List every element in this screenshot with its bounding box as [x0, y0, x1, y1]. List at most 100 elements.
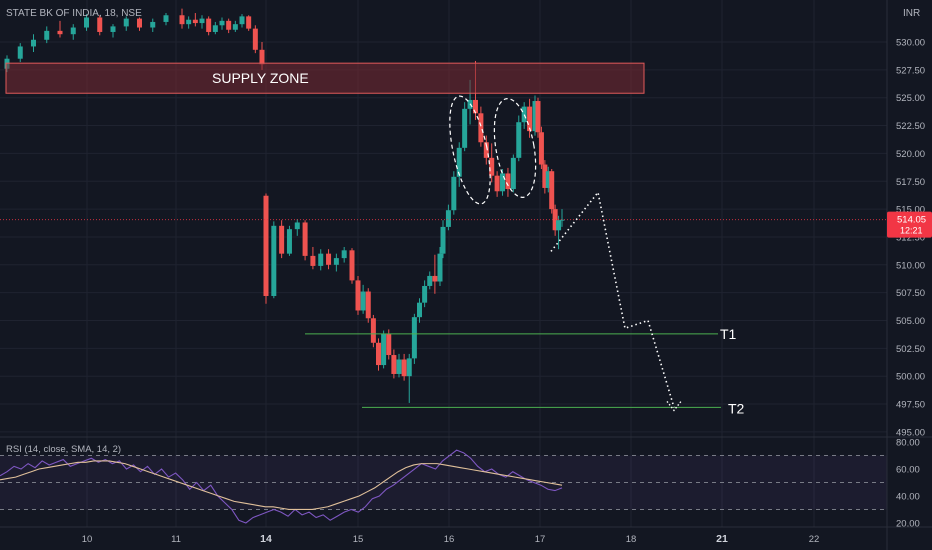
price-tick-label: 527.50 [896, 65, 925, 76]
supply-zone-box [5, 62, 645, 94]
candle-body [437, 253, 443, 282]
candle-body [294, 222, 300, 230]
candle-body [440, 226, 446, 254]
price-tick-label: 525.00 [896, 93, 925, 104]
candle-body [370, 318, 376, 343]
candle-body [411, 317, 417, 359]
rsi-tick-label: 40.00 [896, 491, 920, 502]
candle-body [123, 18, 129, 27]
price-tick-label: 520.00 [896, 149, 925, 160]
last-price-value: 514.05 [897, 215, 926, 226]
candle-body [219, 20, 225, 26]
candle-body [527, 106, 533, 132]
candle-body [494, 175, 500, 192]
candle-body [360, 291, 366, 311]
price-tick-label: 512.50 [896, 232, 925, 243]
candle-body [355, 280, 361, 311]
candle-body [545, 171, 551, 188]
candle-body [212, 25, 218, 32]
candle-body [186, 19, 192, 25]
candle-body [391, 355, 397, 374]
candle-body [239, 16, 245, 25]
candle-body [532, 101, 538, 132]
double-top-ellipse [449, 95, 491, 205]
rsi-tick-label: 80.00 [896, 438, 920, 449]
candle-body [365, 291, 371, 319]
candle-body [44, 30, 50, 40]
candle-body [206, 18, 212, 32]
candle-body [97, 17, 103, 32]
candle-body [386, 333, 392, 356]
candle-body [150, 21, 156, 28]
candle-body [259, 49, 265, 65]
rsi-line [0, 449, 563, 524]
candle-body [326, 253, 332, 265]
rsi-tick-label: 60.00 [896, 465, 920, 476]
time-axis-label: 21 [716, 533, 728, 545]
candle-body [84, 17, 89, 28]
candle-body [427, 275, 433, 286]
candle-body [163, 15, 169, 22]
candle-body [445, 210, 451, 227]
candle-body [456, 147, 462, 177]
projected-path-arrowhead [666, 400, 682, 412]
last-price-badge [887, 211, 932, 238]
candle-body [549, 171, 555, 210]
time-axis-label: 15 [353, 534, 364, 545]
projected-path [550, 190, 675, 408]
candle-body [199, 18, 205, 24]
price-tick-label: 522.50 [896, 121, 925, 132]
candle-body [510, 157, 516, 190]
candle-body [70, 27, 76, 35]
candle-body [381, 333, 387, 366]
price-tick-label: 495.00 [896, 427, 925, 438]
target-label-t2: T2 [728, 400, 745, 416]
candle-body [538, 132, 544, 165]
candle-body [478, 113, 484, 143]
candle-body [472, 99, 478, 114]
candle-body [31, 39, 36, 47]
time-axis-label: 16 [444, 534, 455, 545]
price-tick-label: 505.00 [896, 316, 925, 327]
candle-body [401, 359, 407, 377]
candle-body [179, 15, 185, 25]
candle-body [376, 342, 381, 366]
candle-body [192, 19, 198, 24]
price-tick-label: 502.50 [896, 344, 925, 355]
candle-body [318, 253, 324, 266]
candle-body [341, 250, 347, 259]
candle-body [417, 302, 422, 318]
candle-body [137, 18, 142, 28]
price-tick-label: 507.50 [896, 288, 925, 299]
price-tick-label: 510.00 [896, 260, 925, 271]
candle-body [406, 358, 412, 377]
candle-body [110, 26, 116, 32]
time-axis-label: 18 [626, 534, 637, 545]
double-top-ellipse [493, 98, 537, 198]
candle-body [500, 173, 506, 192]
candle-body [349, 250, 355, 281]
price-tick-label: 500.00 [896, 372, 925, 383]
candle-body [333, 258, 339, 265]
candle-body [286, 229, 292, 254]
candle-body [263, 195, 269, 296]
candle-body [279, 225, 285, 254]
candle-body [57, 30, 63, 35]
candle-body [542, 164, 548, 188]
bar-countdown: 12:21 [900, 226, 923, 236]
price-tick-label: 517.50 [896, 177, 925, 188]
candle-body [559, 219, 565, 221]
candle-body [462, 108, 468, 148]
candle-body [17, 46, 23, 59]
candle-body [483, 142, 489, 158]
price-tick-label: 497.50 [896, 400, 925, 411]
currency-label: INR [903, 8, 920, 19]
candle-body [396, 359, 402, 374]
candle-body [521, 106, 527, 123]
rsi-panel: 80.00 60.00 40.00 20.00 [0, 438, 920, 529]
candle-body [516, 122, 522, 158]
candle-body [422, 285, 428, 303]
price-tick-label: 515.00 [896, 205, 925, 216]
